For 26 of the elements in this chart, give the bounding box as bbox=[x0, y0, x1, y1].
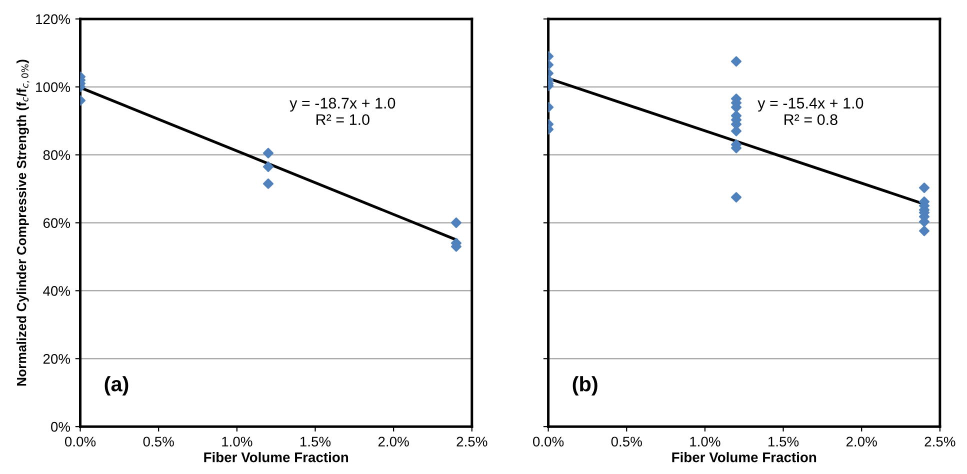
y-axis-title: Normalized Cylinder Compressive Strength (f$_{c}$/f$_{c,0%}$) bbox=[16, 60, 30, 386]
y-tick-label: 100% bbox=[36, 82, 70, 92]
annotation: y = -15.4x + 1.0 R² = 0.8 bbox=[758, 98, 864, 126]
x-axis-title: Fiber Volume Fraction bbox=[672, 452, 816, 462]
y-tick-label: 40% bbox=[43, 286, 70, 296]
x-tick-label: 0.5% bbox=[143, 436, 174, 447]
y-tick-label: 120% bbox=[36, 14, 70, 24]
x-tick-label: 1.5% bbox=[768, 436, 799, 447]
x-tick-label: 1.0% bbox=[690, 436, 720, 447]
x-tick-label: 2.5% bbox=[456, 436, 488, 447]
x-tick-label: 1.0% bbox=[222, 436, 252, 447]
y-tick-label: 60% bbox=[43, 218, 70, 228]
y-tick-label: 0% bbox=[51, 422, 70, 432]
x-tick-label: 0.0% bbox=[64, 436, 96, 447]
annotation: (b) bbox=[572, 376, 598, 396]
annotation: y = -18.7x + 1.0 R² = 1.0 bbox=[290, 98, 396, 126]
x-tick-label: 2.0% bbox=[846, 436, 877, 447]
x-tick-label: 2.5% bbox=[924, 436, 956, 447]
x-tick-label: 2.0% bbox=[378, 436, 409, 447]
x-tick-label: 0.5% bbox=[611, 436, 642, 447]
x-tick-label: 0.0% bbox=[533, 436, 564, 447]
y-tick-label: 20% bbox=[43, 354, 70, 364]
x-tick-label: 1.5% bbox=[300, 436, 331, 447]
y-tick-label: 80% bbox=[43, 150, 70, 160]
x-axis-title: Fiber Volume Fraction bbox=[204, 452, 348, 462]
annotation: (a) bbox=[104, 376, 128, 396]
